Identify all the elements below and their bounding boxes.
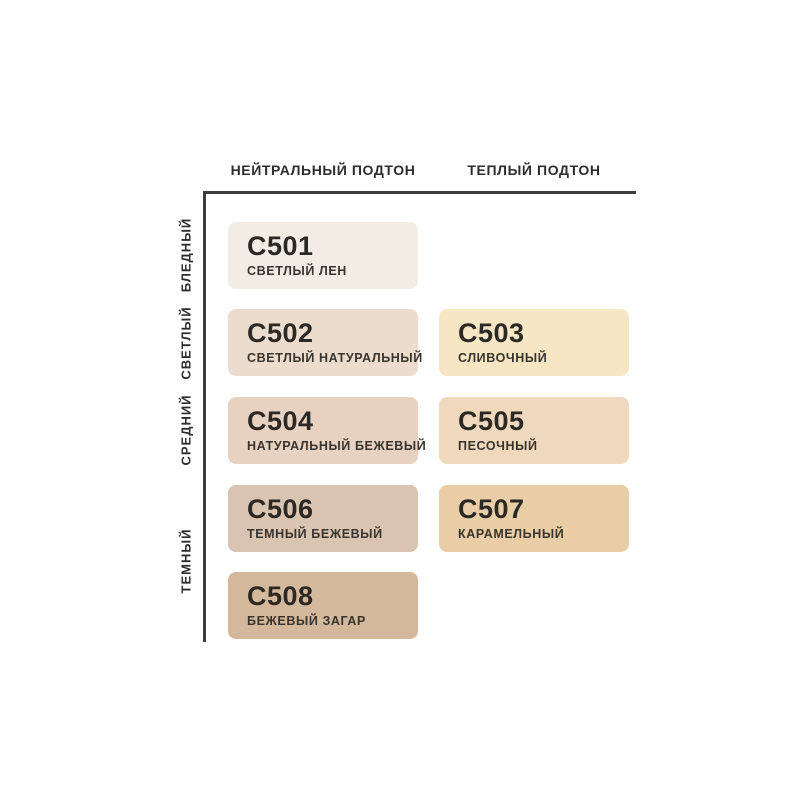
row-label-light: СВЕТЛЫЙ xyxy=(178,306,194,380)
swatch-c501: C501 СВЕТЛЫЙ ЛЕН xyxy=(228,222,418,289)
swatch-code: C503 xyxy=(458,318,525,348)
swatch-code: C507 xyxy=(458,494,525,524)
swatch-name: СЛИВОЧНЫЙ xyxy=(458,351,548,366)
swatch-c508: C508 БЕЖЕВЫЙ ЗАГАР xyxy=(228,572,418,639)
swatch-c504: C504 НАТУРАЛЬНЫЙ БЕЖЕВЫЙ xyxy=(228,397,427,464)
swatch-code: C506 xyxy=(247,494,314,524)
swatch-c503: C503 СЛИВОЧНЫЙ xyxy=(439,309,629,376)
swatch-name: СВЕТЛЫЙ НАТУРАЛЬНЫЙ xyxy=(247,351,423,366)
swatch-code: C502 xyxy=(247,318,314,348)
swatch-code: C504 xyxy=(247,406,314,436)
row-label-medium: СРЕДНИЙ xyxy=(178,394,194,466)
swatch-name: ТЕМНЫЙ БЕЖЕВЫЙ xyxy=(247,527,383,542)
swatch-name: БЕЖЕВЫЙ ЗАГАР xyxy=(247,614,366,629)
swatch-code: C505 xyxy=(458,406,525,436)
swatch-c505: C505 ПЕСОЧНЫЙ xyxy=(439,397,629,464)
swatch-name: НАТУРАЛЬНЫЙ БЕЖЕВЫЙ xyxy=(247,439,427,454)
column-header-neutral-undertone: НЕЙТРАЛЬНЫЙ ПОДТОН xyxy=(230,162,416,178)
axis-line-left xyxy=(203,191,206,642)
swatch-c502: C502 СВЕТЛЫЙ НАТУРАЛЬНЫЙ xyxy=(228,309,423,376)
column-header-warm-undertone: ТЕПЛЫЙ ПОДТОН xyxy=(467,162,601,178)
swatch-c506: C506 ТЕМНЫЙ БЕЖЕВЫЙ xyxy=(228,485,418,552)
swatch-code: C508 xyxy=(247,581,314,611)
swatch-c507: C507 КАРАМЕЛЬНЫЙ xyxy=(439,485,629,552)
axis-line-top xyxy=(203,191,636,194)
swatch-code: C501 xyxy=(247,231,314,261)
swatch-name: КАРАМЕЛЬНЫЙ xyxy=(458,527,565,542)
swatch-name: ПЕСОЧНЫЙ xyxy=(458,439,538,454)
row-label-pale: БЛЕДНЫЙ xyxy=(178,217,194,293)
swatch-name: СВЕТЛЫЙ ЛЕН xyxy=(247,264,347,279)
row-label-dark: ТЕМНЫЙ xyxy=(178,528,194,594)
